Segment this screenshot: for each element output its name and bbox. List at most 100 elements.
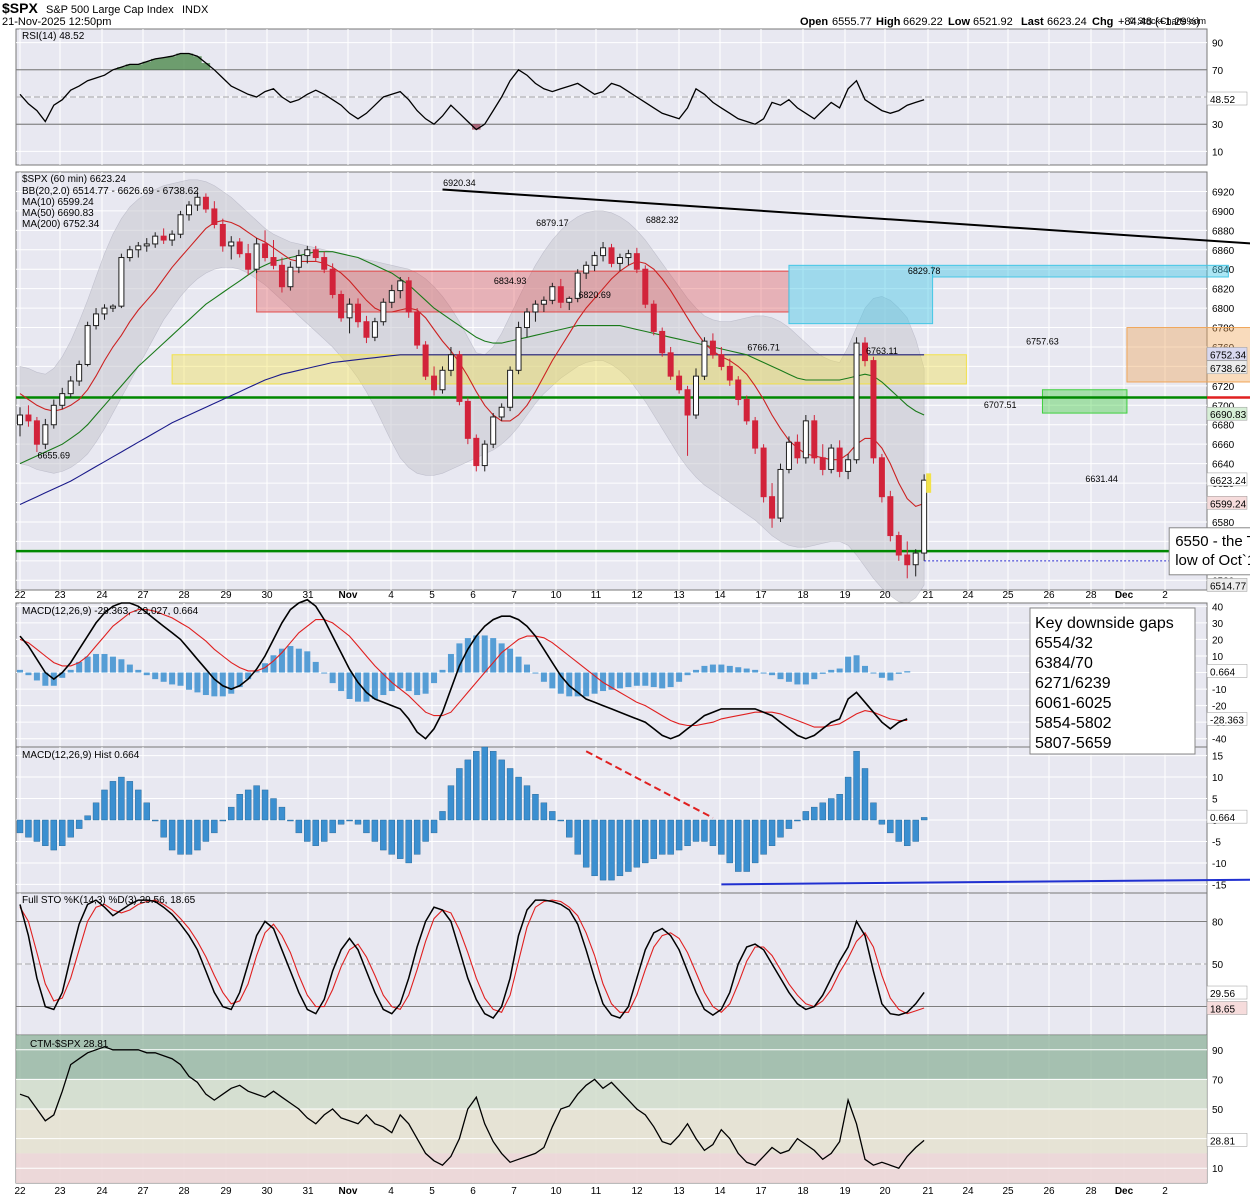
hist-bar — [270, 798, 277, 821]
macd-histogram-bar — [93, 653, 100, 673]
x-axis-date-label: 18 — [797, 1186, 809, 1197]
hist-bar — [811, 806, 818, 821]
candle-body — [684, 389, 691, 416]
hist-bar — [895, 819, 902, 842]
price-annotation: 6766.71 — [747, 342, 780, 352]
sto-k-tag-bg — [1206, 985, 1248, 1000]
candle-body — [295, 255, 302, 268]
macd-histogram-bar — [439, 669, 446, 673]
chart-exchange: INDX — [182, 4, 209, 16]
hist-bar — [177, 819, 184, 855]
hist-bar — [337, 819, 345, 825]
price-value-tag: 6623.24 — [1210, 476, 1247, 487]
candle-body — [346, 303, 353, 319]
macd-histogram-bar — [785, 672, 792, 682]
rsi-axis-tick-label: 30 — [1212, 120, 1224, 131]
macd-histogram-bar — [498, 643, 505, 673]
hist-bar — [912, 819, 919, 842]
macd-histogram-bar — [878, 672, 885, 678]
macd-histogram-bar — [828, 669, 835, 673]
candle-body — [312, 249, 319, 259]
x-axis-date-label: 26 — [1043, 1186, 1055, 1197]
hist-bar — [135, 789, 142, 821]
hist-bar — [718, 819, 725, 855]
highlight-box — [788, 264, 934, 325]
low-label: Low — [948, 16, 970, 28]
macd-last-tag: -28.363 — [1210, 715, 1244, 726]
price-panel: 6520654065606580660066206640666066806700… — [15, 171, 1250, 604]
candle-body — [194, 196, 201, 206]
x-axis-date-label: 11 — [591, 1186, 602, 1197]
red-divergence-line — [585, 750, 714, 819]
hist-bar — [346, 819, 353, 822]
price-annotation: 6879.17 — [536, 218, 569, 228]
candle-body — [828, 447, 835, 470]
macd-axis-tick-label: 40 — [1212, 602, 1224, 613]
candle-body — [388, 290, 395, 303]
rsi-overbought-fill — [117, 53, 211, 70]
ohlc-summary: Open 6555.77 High 6629.22 Low 6521.92 La… — [800, 16, 1200, 28]
candle-body — [676, 375, 683, 391]
candle-body — [845, 459, 852, 472]
macd-histogram-bar — [160, 672, 167, 682]
hist-bar — [126, 781, 134, 821]
x-axis-date-label: 31 — [302, 1186, 314, 1197]
macd-histogram-bar — [194, 672, 201, 693]
hist-bar — [413, 819, 421, 855]
ctm-band-high — [16, 1035, 1207, 1080]
hist-bar — [312, 819, 319, 846]
macd-histogram-bar — [371, 672, 378, 699]
rsi-last-tag-bg — [1206, 91, 1248, 106]
hist-bar — [143, 802, 150, 821]
hist-bar — [498, 759, 505, 821]
macd-histogram-bar — [186, 672, 192, 690]
hist-bar — [591, 819, 598, 877]
candle-body — [659, 330, 666, 354]
macd-histogram-bar — [338, 672, 345, 692]
macd-histogram-bar — [169, 672, 176, 685]
sto-axis-tick-label: 50 — [1212, 960, 1224, 971]
hist-bar — [42, 819, 49, 846]
macd-histogram-bar — [42, 672, 49, 686]
price-axis-tick-label: 6700 — [1212, 401, 1235, 412]
x-axis-date-label: 25 — [1002, 590, 1014, 601]
macd-histogram-bar — [667, 672, 674, 688]
candle-body — [785, 441, 792, 470]
ma50-line — [19, 251, 925, 465]
candle-body — [447, 354, 454, 371]
x-axis-date-label: 19 — [839, 590, 851, 601]
macd-histogram-bar — [101, 653, 108, 673]
price-value-tag-bg — [1206, 578, 1248, 592]
downtrend-line — [442, 188, 1250, 245]
rsi-last-tag: 48.52 — [1210, 95, 1235, 106]
macd-histogram-bar — [718, 664, 725, 673]
macd-histogram-bar — [152, 672, 159, 680]
hist-bar — [397, 819, 404, 859]
hist-bar — [33, 819, 41, 842]
bollinger-band — [19, 179, 925, 604]
candle-body — [287, 266, 294, 288]
macd-histogram-bar — [270, 655, 277, 673]
macd-histogram-bar — [743, 668, 750, 673]
macd-histogram-bar — [177, 672, 184, 686]
ctm-axis-tick-label: 10 — [1212, 1164, 1224, 1175]
x-axis-date-label: 20 — [879, 1186, 891, 1197]
macd-histogram-bar — [845, 656, 852, 673]
hist-bar — [659, 819, 666, 855]
hist-bar — [253, 785, 260, 821]
price-annotation: 6707.51 — [984, 400, 1017, 410]
price-annotation: 6820.69 — [578, 290, 611, 300]
macd-histogram-bar — [557, 672, 564, 694]
candle-body — [904, 554, 911, 566]
macd-histogram-bar — [464, 638, 471, 673]
ctm-axis-tick-label: 50 — [1212, 1105, 1224, 1116]
price-value-tag-bg — [1206, 406, 1248, 421]
macd-histogram-bar — [431, 672, 438, 684]
candle-body — [887, 496, 894, 537]
candle-body — [338, 293, 345, 319]
macd-histogram-bar — [777, 672, 784, 680]
candle-body — [769, 496, 776, 519]
x-axis-date-label: 30 — [261, 1186, 273, 1197]
hist-bar — [25, 819, 32, 838]
chart-panels: 1030507090RSI(14) 48.5248.52652065406560… — [14, 28, 1250, 1197]
